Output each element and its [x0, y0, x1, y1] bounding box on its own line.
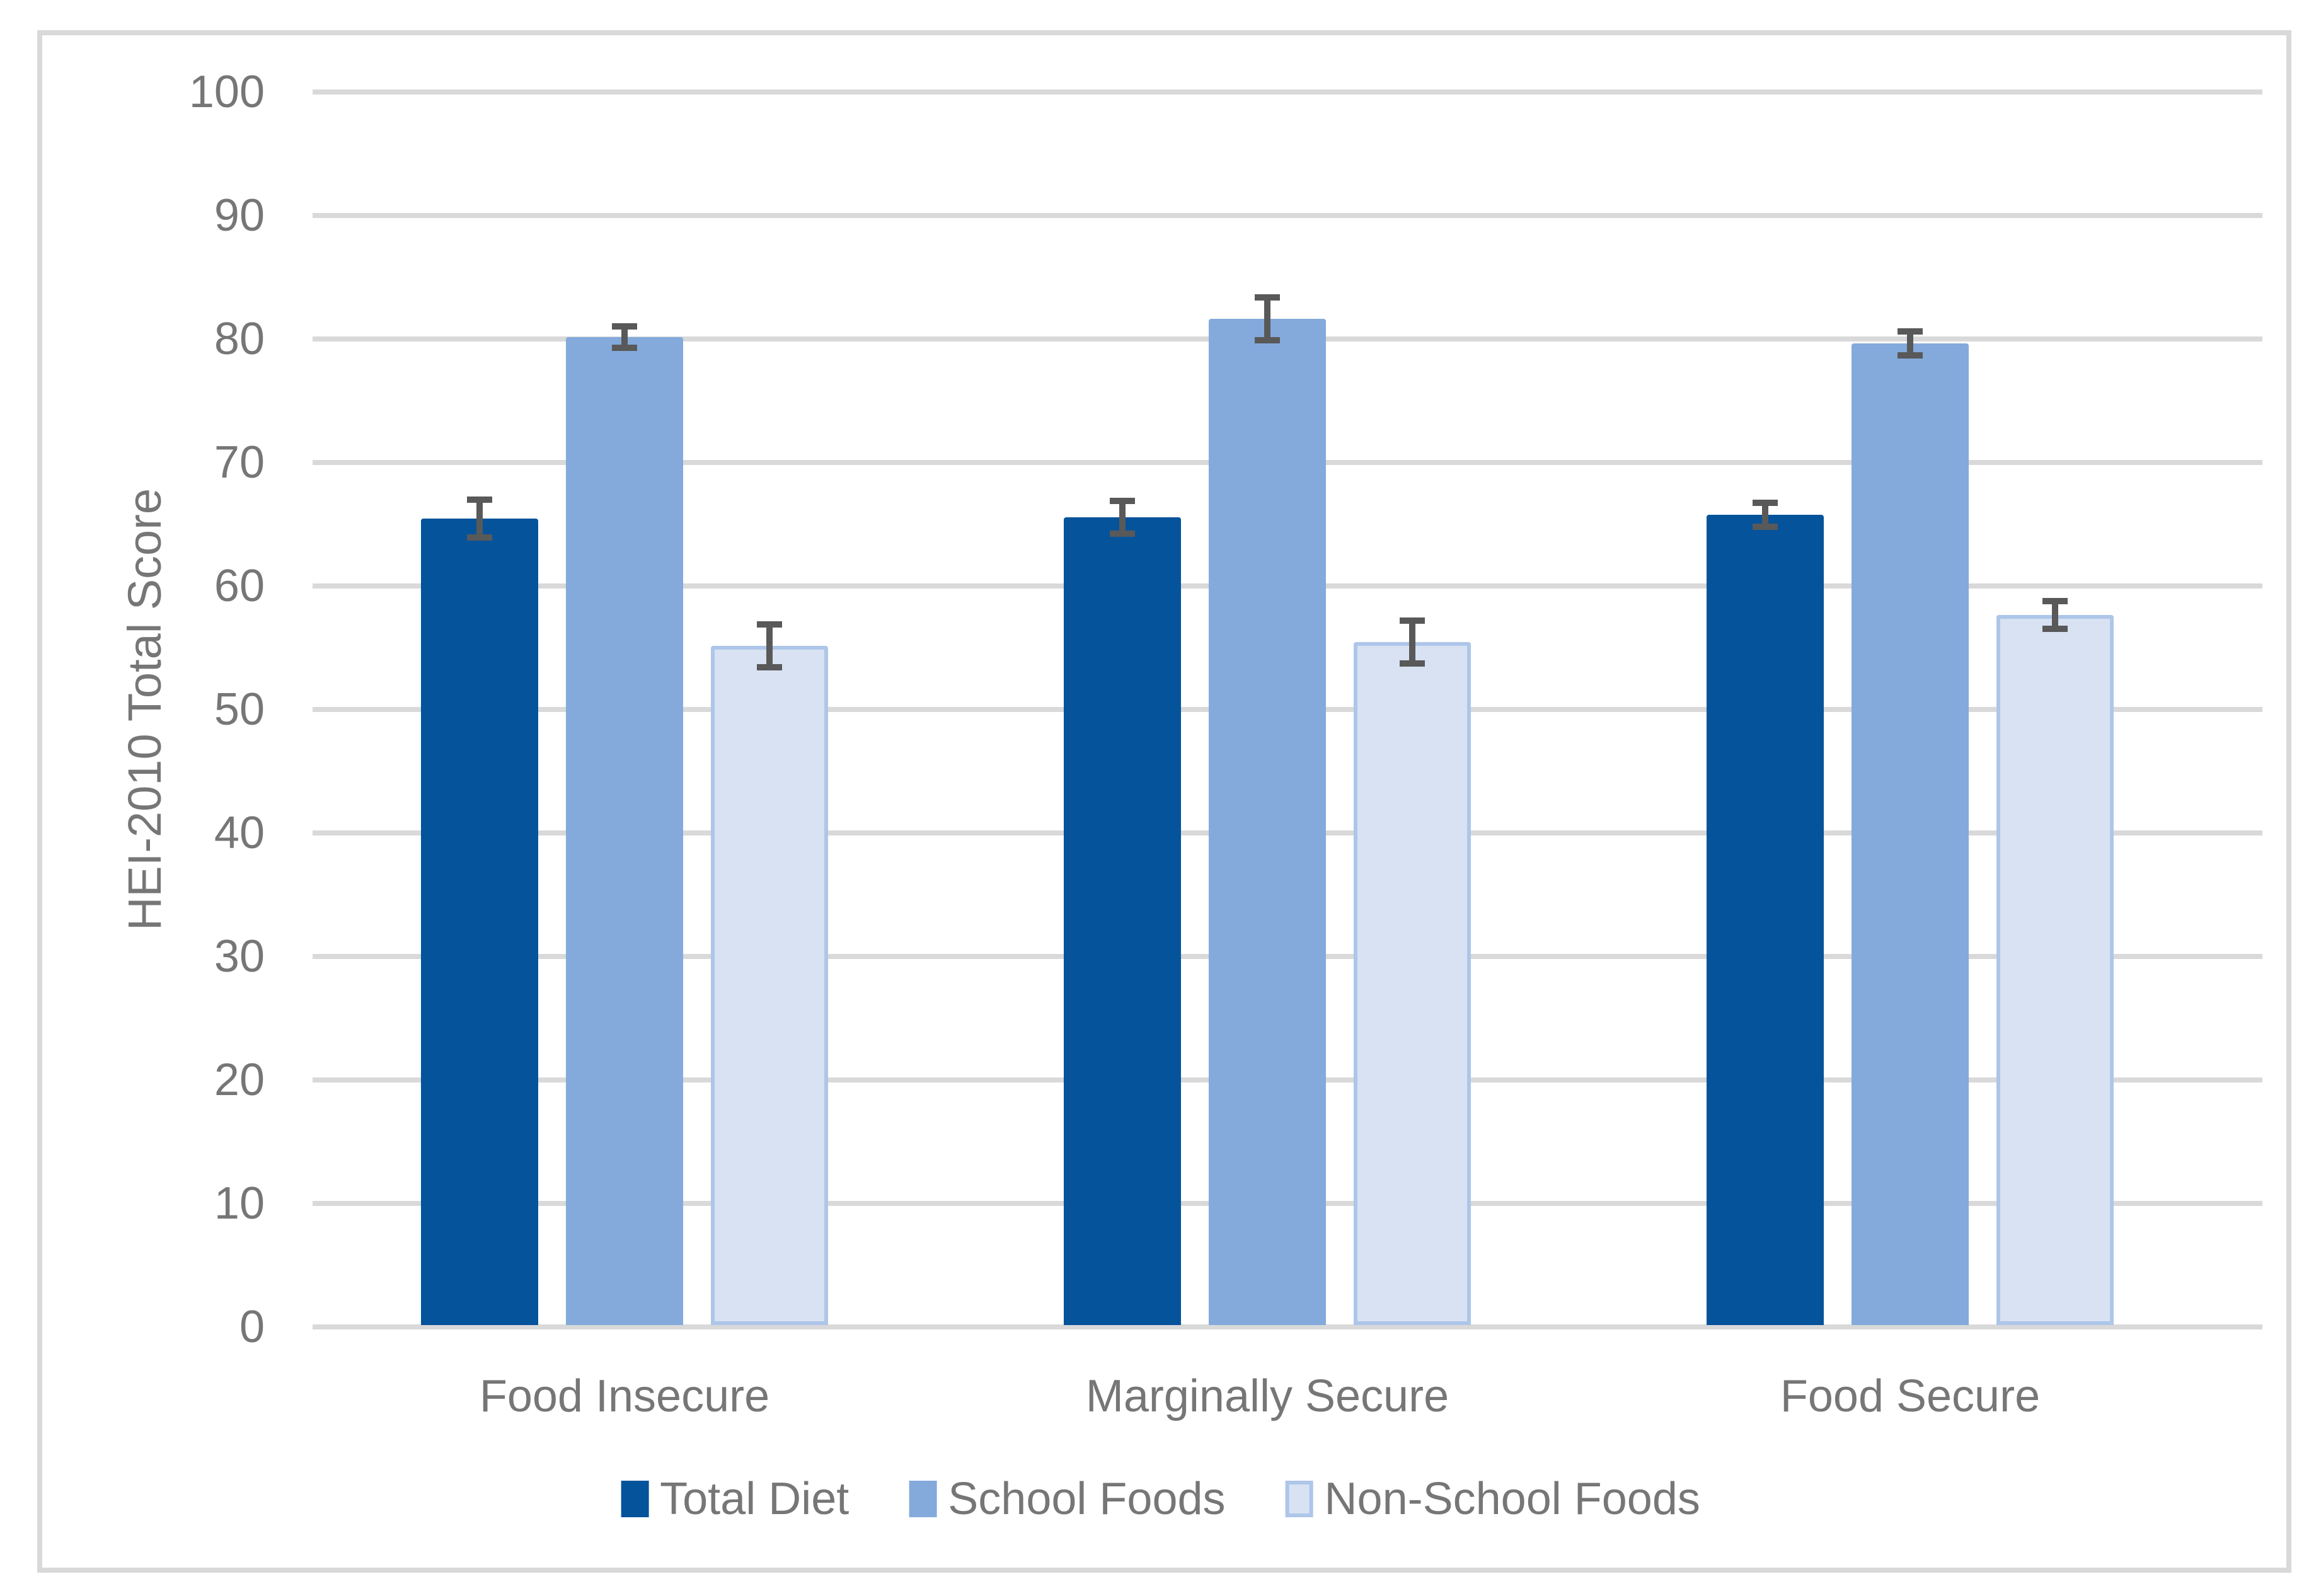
error-bar-cap-bottom	[467, 534, 492, 541]
error-bar-non-school-foods-category-1	[757, 621, 782, 670]
bar-total-diet-category-3	[1707, 500, 1824, 1325]
y-tick-label-90: 90	[214, 190, 265, 241]
error-bar-cap-bottom	[757, 664, 782, 670]
error-bar-cap-top	[1110, 498, 1135, 504]
bar-non-school-foods-category-3	[1996, 598, 2114, 1325]
bar-non-school-foods-category-2	[1354, 617, 1471, 1325]
error-bar-stem	[476, 497, 483, 541]
y-tick-label-60: 60	[214, 561, 265, 611]
error-bar-cap-bottom	[612, 345, 637, 351]
error-bar-total-diet-category-1	[467, 497, 492, 541]
error-bar-stem	[2052, 598, 2058, 632]
error-bar-stem	[621, 323, 628, 351]
bar-school-foods-category-2	[1209, 294, 1326, 1325]
category-label-food-secure: Food Secure	[1780, 1371, 2041, 1421]
y-tick-label-100: 100	[188, 67, 265, 117]
error-bar-school-foods-category-2	[1255, 294, 1280, 343]
legend: Total Diet School Foods Non-School Foods	[621, 1473, 1700, 1525]
chart-outer-border	[37, 30, 2291, 1573]
y-tick-label-40: 40	[214, 808, 265, 858]
error-bar-stem	[1762, 500, 1768, 530]
error-bar-stem	[1119, 498, 1126, 537]
bar-group-food-insecure	[421, 323, 828, 1325]
error-bar-school-foods-category-1	[612, 323, 637, 351]
error-bar-non-school-foods-category-2	[1400, 617, 1425, 667]
bar-school-foods-category-3	[1852, 328, 1969, 1325]
legend-item-total-diet: Total Diet	[621, 1473, 849, 1525]
gridline-100	[313, 89, 2262, 95]
category-label-marginally-secure: Marginally Secure	[1085, 1371, 1449, 1421]
error-bar-cap-top	[1255, 294, 1280, 301]
error-bar-cap-top	[2042, 598, 2068, 604]
error-bar-cap-top	[467, 497, 492, 503]
error-bar-cap-top	[612, 323, 637, 330]
category-label-food-insecure: Food Insecure	[479, 1371, 770, 1421]
legend-label-non-school-foods: Non-School Foods	[1324, 1474, 1700, 1524]
error-bar-total-diet-category-2	[1110, 498, 1135, 537]
y-tick-label-10: 10	[214, 1178, 265, 1229]
legend-swatch-non-school-foods	[1285, 1481, 1313, 1517]
error-bar-cap-bottom	[2042, 626, 2068, 632]
error-bar-total-diet-category-3	[1753, 500, 1778, 530]
y-tick-label-30: 30	[214, 931, 265, 982]
error-bar-stem	[1409, 617, 1415, 667]
error-bar-cap-top	[1400, 617, 1425, 624]
legend-swatch-total-diet	[621, 1481, 649, 1517]
legend-item-non-school-foods: Non-School Foods	[1285, 1473, 1700, 1525]
y-tick-label-0: 0	[239, 1302, 265, 1352]
y-tick-label-70: 70	[214, 437, 265, 488]
y-tick-label-50: 50	[214, 684, 265, 735]
error-bar-stem	[766, 621, 773, 670]
error-bar-cap-top	[757, 621, 782, 628]
error-bar-cap-bottom	[1110, 531, 1135, 537]
bar-total-diet-category-1	[421, 497, 538, 1325]
error-bar-school-foods-category-3	[1898, 328, 1923, 359]
error-bar-cap-bottom	[1400, 660, 1425, 667]
error-bar-stem	[1264, 294, 1270, 343]
y-tick-label-20: 20	[214, 1055, 265, 1105]
bar-non-school-foods-category-1	[711, 621, 828, 1325]
bar-total-diet-category-2	[1064, 498, 1181, 1325]
error-bar-cap-top	[1753, 500, 1778, 506]
error-bar-cap-bottom	[1255, 337, 1280, 343]
error-bar-non-school-foods-category-3	[2042, 598, 2068, 632]
legend-item-school-foods: School Foods	[909, 1473, 1226, 1525]
legend-swatch-school-foods	[909, 1481, 937, 1517]
y-tick-label-80: 80	[214, 314, 265, 364]
legend-label-total-diet: Total Diet	[660, 1474, 849, 1524]
error-bar-cap-bottom	[1898, 352, 1923, 359]
bar-group-marginally-secure	[1064, 294, 1471, 1325]
bar-school-foods-category-1	[566, 323, 683, 1325]
error-bar-cap-bottom	[1753, 524, 1778, 530]
x-axis-line	[313, 1324, 2262, 1329]
bar-group-food-secure	[1707, 328, 2114, 1325]
gridline-90	[313, 213, 2262, 218]
legend-label-school-foods: School Foods	[948, 1474, 1226, 1524]
error-bar-stem	[1907, 328, 1913, 359]
error-bar-cap-top	[1898, 328, 1923, 335]
